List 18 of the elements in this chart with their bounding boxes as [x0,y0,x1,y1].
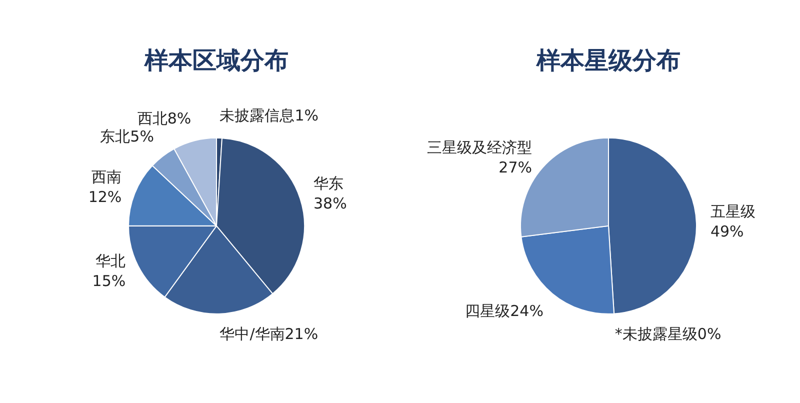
slice-label: 东北5% [100,128,154,146]
chart-title: 样本星级分布 [536,46,680,75]
data-label: 12% [88,188,122,206]
slice-label: 西南 [92,168,122,186]
category-label: *未披露星级0% [614,325,722,344]
slice-label: 三星级及经济型 [426,138,532,156]
slice-label: 未披露信息1% [220,106,318,124]
data-label: 15% [92,272,126,290]
slice-label: 华中/华南21% [220,325,318,344]
slice-label: 华北 [96,252,126,270]
slice-label: 四星级24% [465,302,544,320]
data-label: 27% [498,158,532,176]
chart-title: 样本区域分布 [144,46,288,75]
data-label: 49% [710,222,744,241]
data-label: 38% [314,194,347,212]
slice-label: 华东 [314,174,344,192]
slice-label: 西北8% [137,109,192,128]
slice-label: 五星级 [710,202,756,221]
